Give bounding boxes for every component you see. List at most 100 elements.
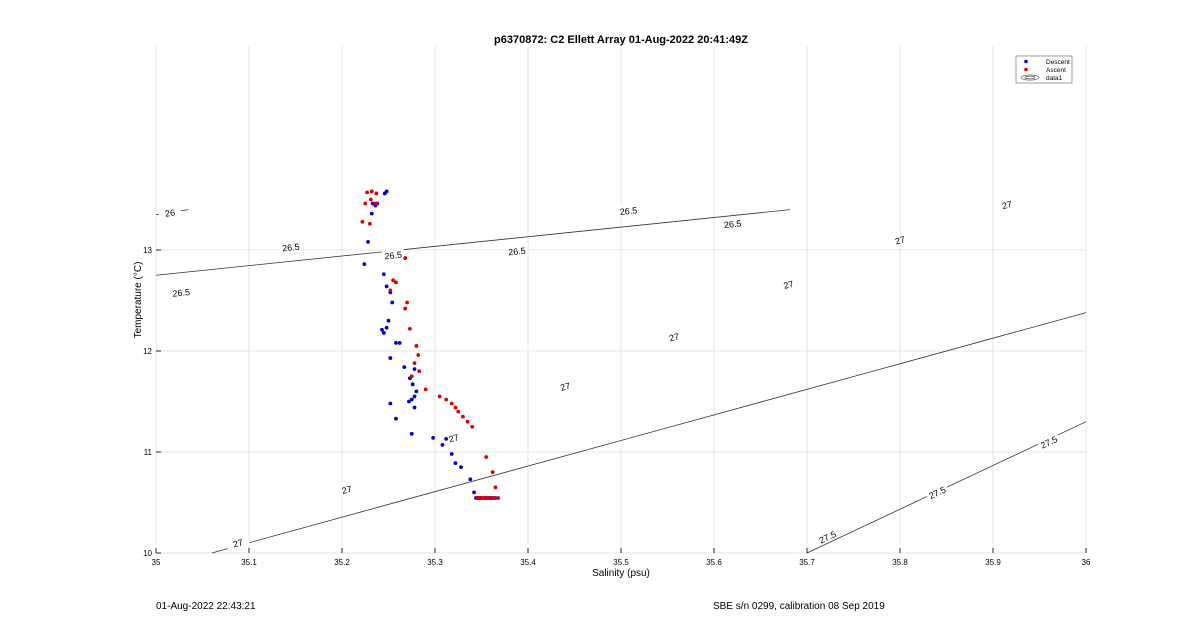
legend-marker-descent — [1024, 59, 1028, 64]
descent-point — [384, 325, 389, 330]
contour-label-bg — [279, 239, 303, 254]
ascent-point — [405, 300, 409, 305]
y-tick-label: 10 — [143, 549, 152, 558]
descent-point — [459, 465, 463, 470]
descent-point — [366, 240, 370, 244]
contour-label-bg — [225, 534, 250, 551]
descent-point — [394, 416, 398, 421]
series-ascent — [360, 189, 501, 500]
contour-label: 27 — [341, 484, 353, 496]
legend-contour-icon — [1020, 74, 1040, 81]
descent-point — [412, 367, 417, 372]
density-contours: 26 26.5 26.5 26.5 26.5 26.5 26.5 27 27 27 27 27 27 27… — [155, 195, 1087, 554]
descent-point — [388, 401, 393, 406]
series-descent — [362, 189, 498, 500]
contour-label: 26.5 — [619, 205, 637, 217]
ascent-point — [414, 344, 419, 348]
contour-label: 26 — [164, 207, 175, 218]
descent-point — [410, 382, 415, 387]
contour-label-bg — [441, 429, 466, 446]
ascent-point — [437, 394, 442, 399]
footer-sensor-info: SBE s/n 0299, calibration 08 Sep 2019 — [713, 601, 885, 612]
contour-label-bg — [814, 526, 840, 547]
ascent-point — [412, 361, 417, 366]
legend: Descent Ascent data1 — [1015, 55, 1073, 84]
ascent-point — [417, 369, 422, 374]
x-tick-label: 35.2 — [334, 558, 350, 567]
y-axis-label: Temperature (°C) — [133, 262, 144, 339]
contour-line-27 — [211, 312, 1087, 554]
y-tick-label: 13 — [143, 246, 152, 255]
ascent-point — [492, 496, 497, 500]
descent-point — [431, 435, 436, 440]
contour-label-group: 27 — [776, 275, 801, 293]
contour-label-bg — [1036, 431, 1061, 452]
descent-point — [390, 300, 395, 305]
x-tick-label: 35.9 — [985, 558, 1001, 567]
contour-label-bg — [334, 480, 359, 498]
ascent-point — [365, 190, 370, 195]
contour-label-bg — [505, 243, 529, 258]
contour-label-group: 26.5 — [721, 216, 745, 230]
ascent-point — [490, 470, 495, 475]
ascent-point — [474, 496, 479, 500]
ascent-point — [416, 353, 421, 357]
ascent-point — [461, 414, 465, 419]
contour-label-group: 27 — [334, 480, 359, 498]
chart-title: p6370872: C2 Ellett Array 01-Aug-2022 20… — [494, 34, 748, 46]
contour-label-group: 27 — [441, 429, 466, 446]
ascent-point — [368, 221, 372, 226]
descent-point — [414, 389, 419, 394]
descent-point — [369, 211, 374, 216]
descent-point — [444, 436, 449, 441]
x-tick-label: 35.1 — [241, 558, 257, 567]
ascent-point — [423, 387, 428, 392]
contour-label: 27 — [232, 537, 244, 549]
ascent-point — [403, 306, 408, 311]
descent-point — [468, 477, 473, 482]
x-tick-label: 35.3 — [427, 558, 443, 567]
y-tick-label: 11 — [144, 448, 153, 457]
contour-label-bg — [158, 205, 182, 220]
contour-label: 26.5 — [282, 242, 300, 254]
ascent-point — [465, 419, 470, 424]
descent-point — [370, 201, 375, 206]
x-tick-label: 35.4 — [520, 558, 536, 567]
contour-label-group: 27 — [661, 328, 686, 345]
contour-label-bg — [776, 275, 801, 293]
descent-point — [384, 284, 389, 289]
descent-point — [440, 443, 445, 447]
ascent-point — [496, 496, 501, 500]
contour-label-bg — [924, 482, 950, 502]
legend-label-data1: data1 — [1046, 75, 1063, 82]
x-tick-label: 35.6 — [706, 558, 722, 567]
ascent-point — [388, 288, 393, 293]
contour-label-group: 27.5 — [1036, 431, 1061, 452]
ascent-point — [493, 485, 498, 490]
contour-label: 26.5 — [723, 218, 741, 230]
contour-label: 27 — [448, 432, 460, 444]
contour-label-group: 27 — [887, 231, 912, 248]
x-tick-label: 35.7 — [799, 558, 815, 567]
contour-label-group: 26.5 — [381, 247, 405, 262]
contour-label-group: 26.5 — [616, 203, 640, 217]
descent-point — [394, 341, 398, 345]
contour-label: 26.5 — [508, 246, 526, 258]
descent-point — [381, 272, 386, 277]
data-series — [360, 189, 501, 500]
ascent-point — [453, 405, 458, 410]
x-tick-label: 36 — [1082, 558, 1091, 567]
descent-point — [409, 397, 414, 402]
ascent-point — [483, 496, 488, 500]
descent-point — [388, 356, 393, 360]
ascent-point — [391, 278, 396, 283]
grid — [155, 46, 1087, 554]
ascent-point — [403, 256, 408, 260]
contour-label: 26.5 — [384, 250, 402, 262]
contour-label-group: 27 — [994, 195, 1019, 213]
contour-label-bg — [381, 247, 405, 262]
contour-label-bg — [169, 285, 193, 299]
legend-marker-ascent — [1024, 67, 1028, 72]
ascent-point — [484, 455, 489, 459]
contour-label-bg — [887, 231, 912, 248]
